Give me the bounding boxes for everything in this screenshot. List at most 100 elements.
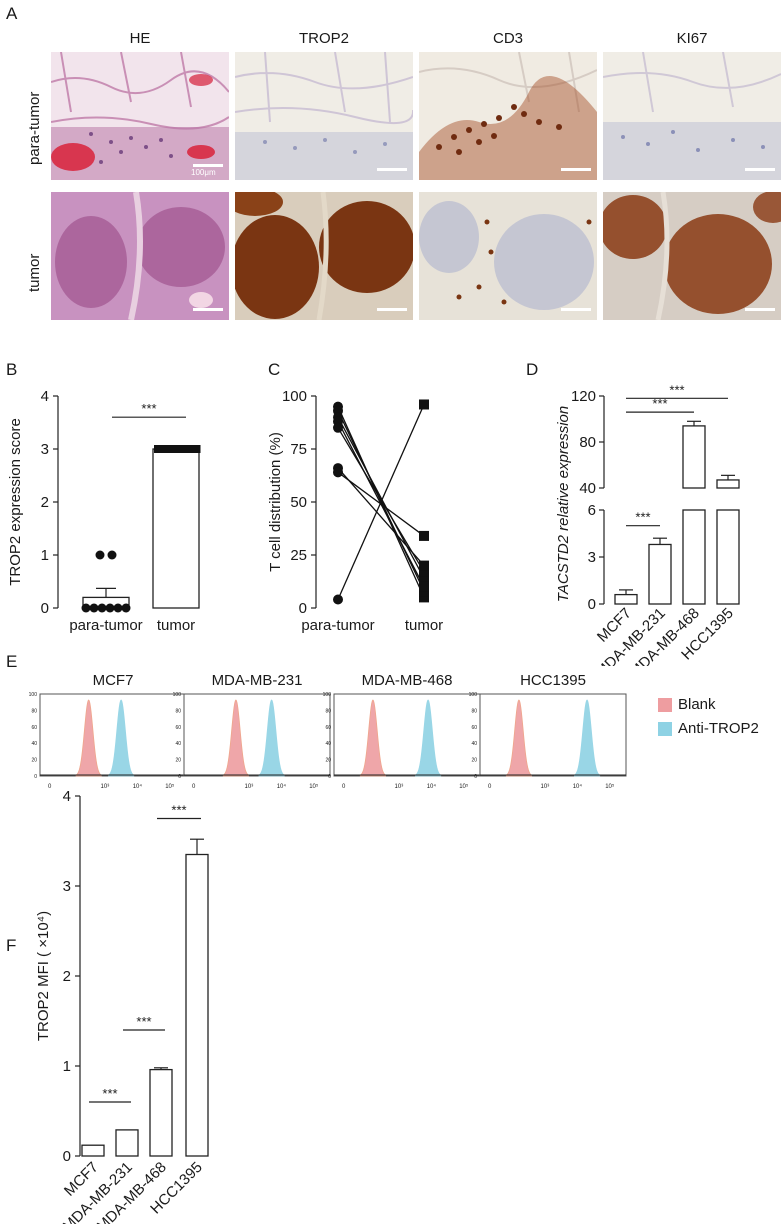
data-point	[192, 445, 201, 453]
data-point	[121, 603, 131, 613]
data-point	[105, 603, 115, 613]
col-title-cd3: CD3	[492, 30, 523, 47]
data-point	[97, 603, 107, 613]
paired-line	[337, 471, 425, 537]
y-tick-label: 100	[323, 692, 332, 698]
data-point	[113, 603, 123, 613]
data-point-tumor	[419, 530, 429, 541]
scale-bar	[193, 164, 223, 167]
data-point-tumor	[419, 560, 429, 571]
x-tick-label: 10⁵	[459, 783, 469, 790]
y-tick-label: 40	[471, 741, 477, 747]
histogram-anti-trop2	[258, 699, 285, 777]
histogram-blank	[505, 699, 532, 777]
y-tick-label: 0	[299, 600, 307, 617]
bar-MDA-MB-468	[149, 1068, 173, 1157]
paired-line	[337, 416, 425, 579]
scale-bar	[745, 168, 775, 171]
hist-title-hcc1395: HCC1395	[520, 672, 586, 689]
bar-MDA-MB-231	[115, 1129, 139, 1157]
significance-label: ***	[136, 1014, 151, 1029]
y-tick-label: 1	[41, 547, 49, 564]
chart-c: 0 25 50 75 100 T cell distribution (%) para-tu…	[267, 388, 443, 634]
legend-swatch-anti-trop2	[658, 721, 672, 736]
bar-lower-HCC1395	[716, 509, 740, 605]
y-tick-label: 100	[173, 692, 182, 698]
x-tick-label: 10³	[245, 784, 254, 790]
hist-title-mda-mb-231: MDA-MB-231	[211, 672, 303, 689]
significance-label: ***	[635, 510, 650, 525]
x-tick-label: 0	[48, 784, 52, 790]
scale-bar	[561, 168, 591, 171]
panel-label-a: A	[6, 4, 18, 23]
y-tick-label: 120	[571, 388, 596, 405]
y-tick-label: 75	[290, 441, 307, 458]
bar-MCF7	[614, 593, 638, 605]
hist-title-mda-mb-468: MDA-MB-468	[361, 672, 453, 689]
hist-title-mcf7: MCF7	[92, 672, 134, 689]
y-tick-label: 0	[328, 774, 331, 780]
scale-bar	[745, 308, 775, 311]
data-point	[176, 445, 184, 453]
data-point-para-tumor	[333, 594, 343, 605]
y-axis-label: TROP2 expression score	[7, 418, 24, 586]
paired-line	[337, 427, 425, 573]
x-tick-label: 10³	[395, 784, 404, 790]
panel-label-f: F	[6, 936, 17, 955]
histogram-blank	[222, 699, 249, 777]
y-tick-label: 60	[31, 725, 37, 731]
y-axis-label: TROP2 MFI ( ×10⁴)	[35, 911, 52, 1041]
bar-upper-MDA-MB-468	[682, 425, 706, 489]
data-point	[154, 445, 162, 453]
chart-b: 0 1 2 3 4 TROP2 expression score para-tumor tum…	[7, 388, 201, 634]
y-tick-label: 50	[290, 494, 307, 511]
y-tick-label: 80	[325, 708, 331, 714]
data-point-tumor	[419, 581, 429, 592]
y-tick-label: 0	[588, 596, 596, 613]
bar-HCC1395	[185, 853, 209, 1157]
y-tick-label: 0	[63, 1148, 71, 1165]
col-title-ki67: KI67	[676, 30, 708, 47]
significance-label: ***	[669, 382, 684, 397]
legend-label-blank: Blank	[678, 696, 716, 713]
x-tick-label: 10⁴	[573, 783, 583, 790]
y-tick-label: 20	[175, 758, 181, 764]
x-tick-label: para-tumor	[69, 617, 142, 634]
y-tick-label: 2	[63, 968, 71, 985]
x-tick-label: 10³	[101, 784, 110, 790]
y-axis-label: TACSTD2 relative expression	[555, 406, 572, 602]
histology-cd3-tumor	[419, 192, 597, 320]
bar-upper-HCC1395	[716, 479, 740, 489]
data-point	[181, 445, 190, 453]
significance-label: ***	[102, 1086, 117, 1101]
y-tick-label: 0	[474, 774, 477, 780]
data-point-para-tumor	[333, 467, 343, 478]
significance-label: ***	[141, 401, 156, 416]
data-point	[107, 550, 117, 560]
panel-label-d: D	[526, 360, 539, 379]
y-tick-label: 3	[41, 441, 49, 458]
y-tick-label: 80	[579, 434, 596, 451]
bar-MDA-MB-231	[648, 543, 672, 605]
histogram-frame	[333, 693, 481, 777]
y-tick-label: 2	[41, 494, 49, 511]
histology-trop2-tumor	[235, 192, 413, 320]
data-point-tumor	[419, 573, 429, 584]
data-point-tumor	[419, 592, 429, 603]
histogram-frame	[183, 693, 331, 777]
data-point-para-tumor	[333, 422, 343, 433]
panel-label-c: C	[268, 360, 281, 379]
data-point-tumor	[419, 399, 429, 410]
y-tick-label: 20	[31, 758, 37, 764]
scale-bar	[561, 308, 591, 311]
bar-MCF7	[81, 1144, 105, 1157]
bar-tumor	[152, 448, 200, 609]
x-tick-label: 10⁵	[605, 783, 615, 790]
y-tick-label: 60	[175, 725, 181, 731]
histogram-frame	[479, 693, 627, 777]
histology-he-para-tumor: 100μm	[51, 52, 229, 180]
y-tick-label: 40	[325, 741, 331, 747]
histogram-anti-trop2	[415, 699, 442, 777]
x-tick-label: tumor	[157, 617, 195, 634]
